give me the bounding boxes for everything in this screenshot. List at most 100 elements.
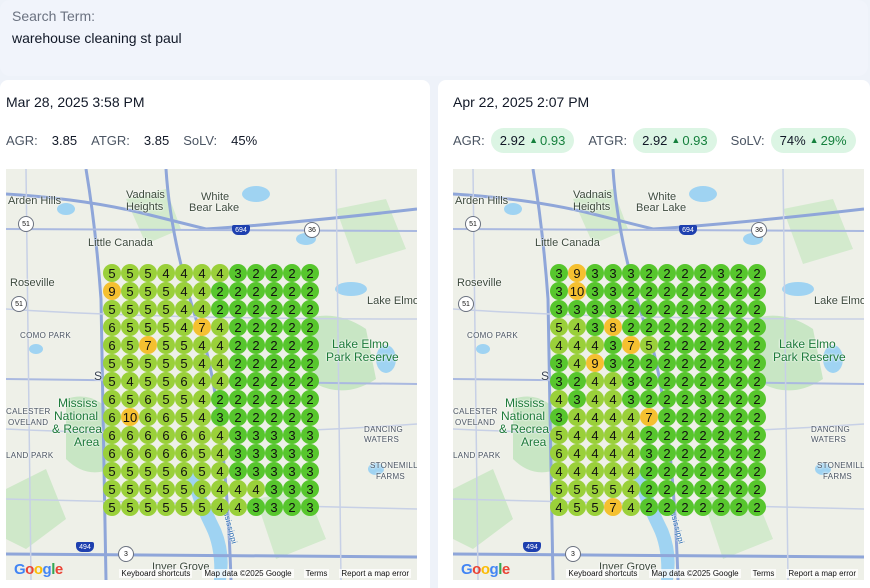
- rank-cell[interactable]: 5: [121, 462, 139, 480]
- rank-cell[interactable]: 2: [229, 390, 247, 408]
- rank-cell[interactable]: 5: [175, 390, 193, 408]
- rank-cell[interactable]: 3: [586, 282, 604, 300]
- rank-cell[interactable]: 4: [175, 318, 193, 336]
- rank-cell[interactable]: 7: [139, 336, 157, 354]
- rank-cell[interactable]: 3: [550, 264, 568, 282]
- rank-cell[interactable]: 2: [748, 372, 766, 390]
- rank-cell[interactable]: 5: [139, 372, 157, 390]
- rank-cell[interactable]: 2: [229, 318, 247, 336]
- rank-cell[interactable]: 2: [283, 408, 301, 426]
- rank-cell[interactable]: 2: [676, 480, 694, 498]
- rank-cell[interactable]: 5: [568, 498, 586, 516]
- rank-cell[interactable]: 3: [247, 462, 265, 480]
- rank-cell[interactable]: 2: [265, 390, 283, 408]
- rank-cell[interactable]: 3: [568, 390, 586, 408]
- rank-cell[interactable]: 6: [157, 426, 175, 444]
- rank-cell[interactable]: 3: [265, 498, 283, 516]
- rank-cell[interactable]: 3: [247, 498, 265, 516]
- rank-cell[interactable]: 2: [658, 444, 676, 462]
- rank-cell[interactable]: 3: [622, 372, 640, 390]
- rank-cell[interactable]: 4: [586, 390, 604, 408]
- rank-cell[interactable]: 7: [604, 498, 622, 516]
- rank-cell[interactable]: 2: [712, 354, 730, 372]
- rank-cell[interactable]: 10: [121, 408, 139, 426]
- rank-cell[interactable]: 3: [586, 318, 604, 336]
- rank-cell[interactable]: 2: [301, 390, 319, 408]
- rank-cell[interactable]: 5: [175, 498, 193, 516]
- rank-cell[interactable]: 2: [622, 318, 640, 336]
- rank-cell[interactable]: 5: [550, 426, 568, 444]
- rank-cell[interactable]: 2: [658, 336, 676, 354]
- rank-cell[interactable]: 2: [640, 390, 658, 408]
- rank-cell[interactable]: 2: [301, 282, 319, 300]
- rank-cell[interactable]: 2: [229, 354, 247, 372]
- rank-cell[interactable]: 3: [229, 426, 247, 444]
- rank-cell[interactable]: 2: [622, 354, 640, 372]
- rank-cell[interactable]: 2: [265, 372, 283, 390]
- rank-cell[interactable]: 2: [730, 282, 748, 300]
- rank-cell[interactable]: 3: [550, 300, 568, 318]
- rank-cell[interactable]: 9: [103, 282, 121, 300]
- rank-cell[interactable]: 4: [604, 462, 622, 480]
- rank-cell[interactable]: 2: [712, 336, 730, 354]
- rank-cell[interactable]: 2: [301, 264, 319, 282]
- rank-cell[interactable]: 6: [103, 444, 121, 462]
- rank-cell[interactable]: 2: [640, 372, 658, 390]
- rank-cell[interactable]: 3: [568, 300, 586, 318]
- rank-cell[interactable]: 3: [265, 480, 283, 498]
- rank-cell[interactable]: 2: [658, 426, 676, 444]
- rank-cell[interactable]: 2: [676, 318, 694, 336]
- rank-cell[interactable]: 2: [283, 300, 301, 318]
- rank-cell[interactable]: 7: [622, 336, 640, 354]
- rank-cell[interactable]: 5: [103, 462, 121, 480]
- rank-cell[interactable]: 4: [193, 372, 211, 390]
- rank-cell[interactable]: 2: [622, 300, 640, 318]
- rank-cell[interactable]: 2: [283, 354, 301, 372]
- rank-cell[interactable]: 3: [283, 426, 301, 444]
- rank-cell[interactable]: 2: [658, 318, 676, 336]
- rank-cell[interactable]: 3: [283, 480, 301, 498]
- rank-cell[interactable]: 5: [121, 498, 139, 516]
- rank-cell[interactable]: 2: [265, 282, 283, 300]
- rank-cell[interactable]: 5: [550, 480, 568, 498]
- rank-cell[interactable]: 2: [730, 462, 748, 480]
- rank-cell[interactable]: 2: [247, 300, 265, 318]
- rank-cell[interactable]: 2: [301, 408, 319, 426]
- rank-cell[interactable]: 4: [550, 462, 568, 480]
- rank-cell[interactable]: 2: [640, 426, 658, 444]
- rank-cell[interactable]: 2: [247, 390, 265, 408]
- rank-cell[interactable]: 2: [694, 408, 712, 426]
- rank-cell[interactable]: 3: [694, 390, 712, 408]
- rank-cell[interactable]: 5: [586, 480, 604, 498]
- rank-cell[interactable]: 2: [748, 300, 766, 318]
- rank-cell[interactable]: 5: [193, 444, 211, 462]
- rank-cell[interactable]: 3: [247, 444, 265, 462]
- rank-cell[interactable]: 4: [193, 408, 211, 426]
- rank-cell[interactable]: 5: [139, 318, 157, 336]
- rank-cell[interactable]: 3: [301, 462, 319, 480]
- rank-cell[interactable]: 2: [301, 318, 319, 336]
- rank-cell[interactable]: 5: [550, 318, 568, 336]
- rank-cell[interactable]: 3: [301, 444, 319, 462]
- rank-cell[interactable]: 2: [730, 372, 748, 390]
- rank-cell[interactable]: 2: [730, 318, 748, 336]
- rank-cell[interactable]: 6: [139, 408, 157, 426]
- rank-cell[interactable]: 2: [748, 480, 766, 498]
- rank-cell[interactable]: 3: [283, 444, 301, 462]
- rank-cell[interactable]: 2: [265, 318, 283, 336]
- rank-cell[interactable]: 2: [694, 372, 712, 390]
- rank-cell[interactable]: 2: [712, 300, 730, 318]
- rank-cell[interactable]: 3: [586, 264, 604, 282]
- rank-cell[interactable]: 4: [622, 498, 640, 516]
- rank-cell[interactable]: 4: [193, 390, 211, 408]
- rank-cell[interactable]: 5: [139, 282, 157, 300]
- rank-cell[interactable]: 2: [712, 426, 730, 444]
- rank-cell[interactable]: 5: [157, 354, 175, 372]
- rank-cell[interactable]: 4: [604, 444, 622, 462]
- rank-cell[interactable]: 3: [604, 336, 622, 354]
- rank-cell[interactable]: 2: [694, 336, 712, 354]
- rank-cell[interactable]: 2: [694, 426, 712, 444]
- rank-cell[interactable]: 2: [730, 354, 748, 372]
- rank-cell[interactable]: 2: [730, 498, 748, 516]
- rank-cell[interactable]: 2: [676, 444, 694, 462]
